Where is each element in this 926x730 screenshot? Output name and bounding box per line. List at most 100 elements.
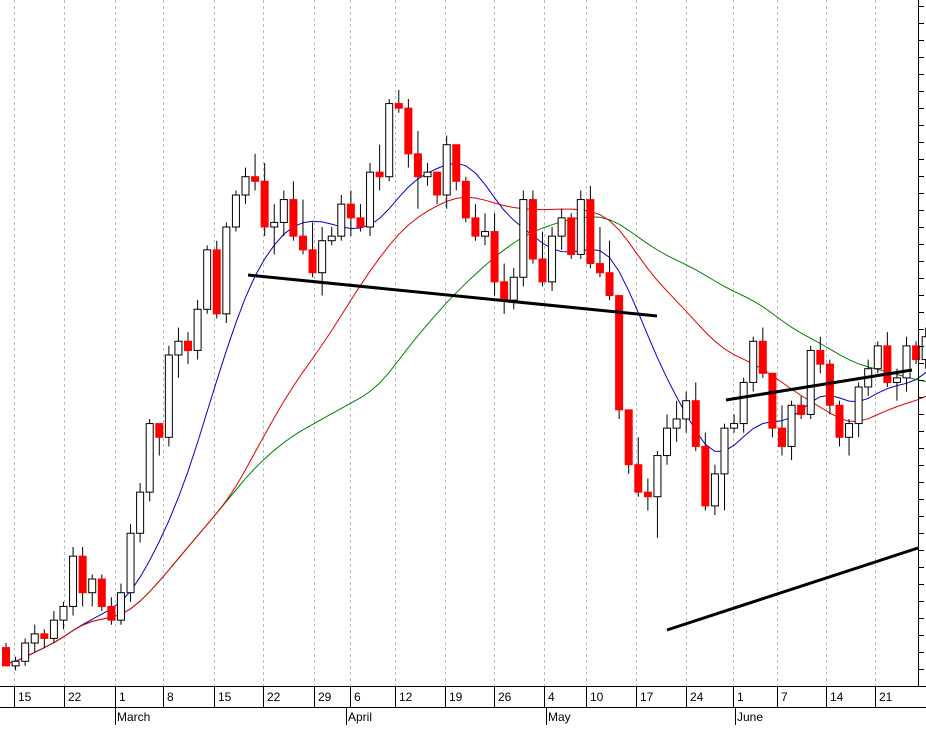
candle bbox=[242, 168, 249, 205]
candle bbox=[778, 405, 785, 455]
candle-body bbox=[319, 241, 326, 273]
candle-body bbox=[98, 579, 105, 606]
candle bbox=[108, 597, 115, 624]
candle bbox=[587, 186, 594, 268]
candle bbox=[443, 136, 450, 209]
candle-body bbox=[635, 465, 642, 492]
candle-body bbox=[290, 200, 297, 237]
candle bbox=[223, 222, 230, 323]
date-tick-label: 1 bbox=[119, 690, 126, 704]
candle-body bbox=[12, 661, 19, 666]
candle bbox=[807, 346, 814, 419]
candle bbox=[117, 584, 124, 625]
date-tick-label: 15 bbox=[218, 690, 232, 704]
candle bbox=[453, 145, 460, 191]
candle bbox=[156, 424, 163, 456]
candle bbox=[558, 209, 565, 250]
candle bbox=[836, 401, 843, 447]
date-tick-label: 6 bbox=[354, 690, 361, 704]
candle bbox=[414, 131, 421, 209]
candle-body bbox=[223, 227, 230, 314]
candle-body bbox=[759, 341, 766, 373]
candle-body bbox=[644, 492, 651, 497]
candle-body bbox=[299, 236, 306, 250]
candle-body bbox=[462, 181, 469, 218]
candle bbox=[922, 328, 926, 369]
month-label: April bbox=[348, 710, 372, 724]
candle bbox=[50, 611, 57, 643]
candle bbox=[539, 232, 546, 287]
candle bbox=[549, 227, 556, 291]
candle-body bbox=[884, 346, 891, 383]
candle bbox=[625, 410, 632, 474]
trendlines bbox=[248, 275, 918, 630]
candle bbox=[137, 483, 144, 542]
date-tick-label: 10 bbox=[590, 690, 604, 704]
candle bbox=[855, 382, 862, 437]
grid-lines bbox=[15, 0, 876, 686]
candle bbox=[759, 328, 766, 378]
candle bbox=[692, 382, 699, 451]
date-tick-label: 7 bbox=[781, 690, 788, 704]
candle-body bbox=[213, 250, 220, 314]
candle-body bbox=[587, 200, 594, 264]
candle bbox=[41, 629, 48, 647]
candle-body bbox=[41, 634, 48, 639]
candle bbox=[491, 213, 498, 295]
candle bbox=[357, 204, 364, 231]
candle-body bbox=[252, 177, 259, 182]
candle bbox=[721, 424, 728, 511]
candle bbox=[769, 373, 776, 437]
candle-body bbox=[903, 346, 910, 378]
candle-body bbox=[117, 593, 124, 620]
candle-body bbox=[453, 145, 460, 182]
candle-body bbox=[137, 492, 144, 533]
candle-body bbox=[175, 341, 182, 355]
candle bbox=[683, 392, 690, 433]
candle bbox=[89, 574, 96, 606]
candle bbox=[434, 172, 441, 204]
candle bbox=[424, 163, 431, 186]
candle-body bbox=[798, 405, 805, 414]
candle-body bbox=[146, 424, 153, 493]
candle bbox=[98, 574, 105, 611]
candle-body bbox=[3, 648, 10, 666]
candle-body bbox=[654, 456, 661, 497]
candle bbox=[367, 163, 374, 236]
candle bbox=[280, 190, 287, 236]
candle-body bbox=[529, 200, 536, 259]
candle-body bbox=[395, 104, 402, 109]
candle-body bbox=[194, 309, 201, 350]
candle-body bbox=[625, 410, 632, 465]
candle bbox=[328, 227, 335, 245]
candle bbox=[577, 190, 584, 259]
candle bbox=[664, 414, 671, 464]
candle-body bbox=[807, 350, 814, 414]
candle bbox=[60, 602, 67, 629]
candle bbox=[798, 396, 805, 419]
candles bbox=[3, 90, 926, 671]
candle-body bbox=[893, 378, 900, 383]
candle bbox=[22, 638, 29, 665]
candle-body bbox=[271, 222, 278, 227]
candle-body bbox=[185, 341, 192, 350]
candle bbox=[309, 222, 316, 277]
month-label: June bbox=[737, 710, 763, 724]
candle bbox=[376, 145, 383, 191]
candle-body bbox=[855, 387, 862, 424]
candle bbox=[319, 227, 326, 296]
candle-body bbox=[702, 446, 709, 505]
candle bbox=[146, 419, 153, 501]
candle bbox=[616, 296, 623, 419]
candle bbox=[472, 204, 479, 241]
candle-body bbox=[70, 556, 77, 606]
candle bbox=[290, 181, 297, 240]
candle-body bbox=[922, 337, 926, 360]
date-tick-label: 17 bbox=[640, 690, 654, 704]
candle bbox=[673, 401, 680, 442]
candle bbox=[740, 378, 747, 433]
candle-body bbox=[156, 424, 163, 438]
candle-body bbox=[108, 606, 115, 620]
candle bbox=[606, 241, 613, 300]
candle-body bbox=[424, 172, 431, 177]
